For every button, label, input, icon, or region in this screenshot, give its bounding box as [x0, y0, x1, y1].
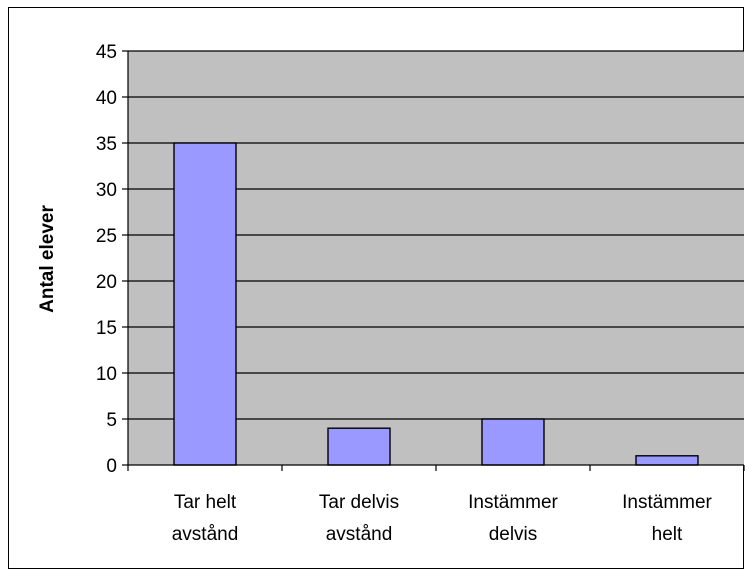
y-tick-label: 30 [96, 180, 117, 201]
y-tick-label: 35 [96, 134, 117, 155]
y-tick-label: 40 [96, 88, 117, 109]
x-category-label: Instämmer [622, 492, 712, 513]
bar-3 [481, 418, 545, 466]
y-axis-title: Antal elever [37, 205, 58, 313]
axes [122, 50, 745, 471]
bar-4 [635, 455, 699, 466]
y-tick-label: 0 [106, 456, 117, 477]
bar-2 [327, 427, 391, 466]
x-category-label: avstånd [326, 524, 393, 545]
x-category-label: helt [652, 524, 683, 545]
x-category-label: delvis [489, 524, 538, 545]
labels: 0 5 10 15 20 25 30 35 40 45 Tar helt avstånd Tar del… [96, 42, 713, 545]
y-tick-label: 25 [96, 226, 117, 247]
bars [173, 142, 699, 466]
y-tick-label: 15 [96, 318, 117, 339]
x-category-label: avstånd [172, 524, 239, 545]
y-tick-label: 45 [96, 42, 117, 63]
x-category-label: Tar helt [174, 492, 237, 513]
y-tick-label: 10 [96, 364, 117, 385]
x-category-label: Tar delvis [319, 492, 399, 513]
y-tick-label: 20 [96, 272, 117, 293]
bar-1 [173, 142, 237, 466]
y-tick-label: 5 [106, 410, 117, 431]
x-category-label: Instämmer [468, 492, 558, 513]
